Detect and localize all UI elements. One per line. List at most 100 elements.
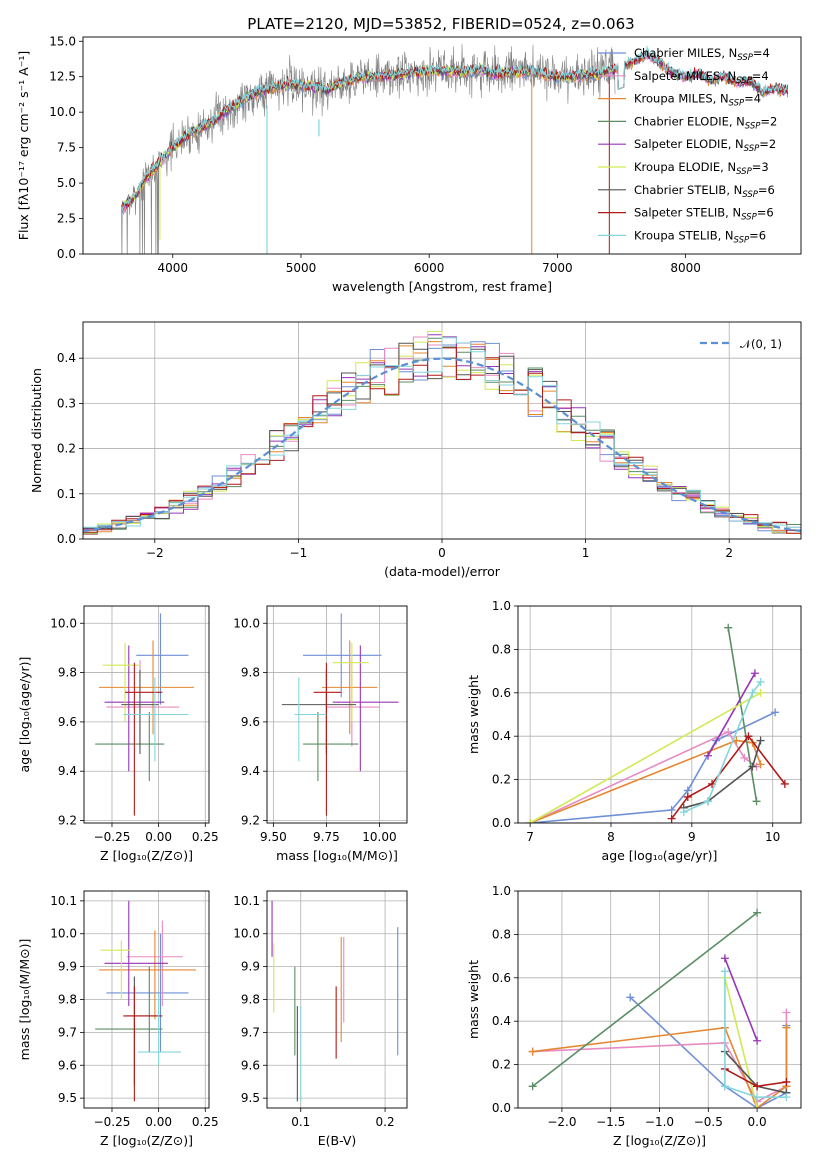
weight-marker [667, 805, 676, 814]
x-tick-label: −1 [290, 546, 308, 560]
plot-area [84, 891, 209, 1108]
weight-marker [752, 797, 761, 806]
x-axis-label: Z [log₁₀(Z/Z⊙)] [100, 1133, 193, 1148]
y-axis-label: Flux [fλ10⁻¹⁷ erg cm⁻² s⁻¹ A⁻¹] [16, 51, 31, 240]
x-tick-label: 0.1 [291, 1115, 310, 1129]
y-tick-label: 5.0 [57, 176, 76, 190]
y-tick-label: 0.2 [492, 773, 511, 787]
weight-marker [756, 688, 765, 697]
weight-marker [753, 1082, 762, 1091]
y-tick-label: 9.6 [58, 1058, 77, 1072]
weight-line [724, 958, 758, 1041]
y-axis-label: Normed distribution [29, 368, 44, 493]
weight-marker [756, 760, 765, 769]
chart-age-vs-mass: 9.50 9.75 10.00 9.2 9.4 9.6 9.8 10.0 mass [log₁₀… [233, 605, 408, 863]
y-tick-label: 9.5 [58, 1091, 77, 1105]
x-tick-label: 7 [526, 830, 534, 844]
legend-entry: Kroupa STELIB, NSSP=6 [634, 228, 766, 245]
x-tick-label: 0.00 [145, 830, 172, 844]
weight-marker [782, 1023, 791, 1032]
weight-line [683, 740, 762, 809]
model-spectrum [121, 45, 788, 211]
y-tick-label: 10.0 [50, 616, 77, 630]
y-tick-label: 0.0 [492, 816, 511, 830]
axes-frame [83, 605, 210, 824]
weight-marker [782, 1008, 791, 1017]
weight-line [683, 681, 762, 813]
axes-frame [266, 605, 408, 824]
chart-residuals: 𝒩(0, 1) −2 −1 0 1 2 0.0 0.1 0.2 0.3 0.4 (data-model… [29, 321, 802, 579]
weight-marker [704, 751, 713, 760]
y-tick-label: 1.0 [492, 884, 511, 898]
y-tick-label: 9.7 [241, 1025, 260, 1039]
y-tick-label: 9.4 [58, 764, 77, 778]
weight-marker [748, 688, 757, 697]
weight-marker [683, 792, 692, 801]
x-axis-label: wavelength [Angstrom, rest frame] [332, 279, 552, 294]
legend-entry: 𝒩(0, 1) [740, 337, 782, 351]
weight-line [529, 692, 761, 823]
legend-entry: Chabrier ELODIE, NSSP=2 [634, 114, 777, 131]
legend-entry: Chabrier MILES, NSSP=4 [634, 46, 770, 63]
weight-line [529, 739, 762, 823]
y-tick-label: 2.5 [57, 212, 76, 226]
plot-area [267, 891, 407, 1108]
y-tick-label: 9.8 [58, 666, 77, 680]
plot-area [518, 606, 801, 823]
y-tick-label: 9.2 [241, 814, 260, 828]
residual-histogram [83, 337, 801, 528]
y-tick-label: 0.2 [492, 1058, 511, 1072]
x-axis-label: (data-model)/error [384, 564, 501, 579]
x-tick-label: 0 [438, 546, 446, 560]
weight-marker [720, 967, 729, 976]
chart-mass-vs-EBV: 0.1 0.2 9.5 9.6 9.7 9.8 9.9 10.0 10.1 E(B-V) [233, 890, 408, 1148]
weight-marker [753, 1104, 762, 1108]
y-tick-label: 10.0 [49, 105, 76, 119]
y-tick-label: 9.6 [241, 1058, 260, 1072]
x-tick-label: 4000 [157, 261, 188, 275]
weight-marker [626, 993, 635, 1002]
y-tick-label: 10.1 [233, 894, 260, 908]
x-axis-label: Z [log₁₀(Z/Z⊙)] [100, 848, 193, 863]
x-tick-label: 1 [582, 546, 590, 560]
weight-marker [720, 954, 729, 963]
y-tick-label: 9.4 [241, 764, 260, 778]
legend: Chabrier MILES, NSSP=4 Salpeter MILES, NS… [598, 46, 777, 245]
chart-mass-vs-Z: −0.25 0.00 0.25 9.5 9.6 9.7 9.8 9.9 10.0 10.1 Z [l… [17, 890, 219, 1148]
y-tick-label: 10.0 [50, 927, 77, 941]
x-axis-label: age [log₁₀(age/yr)] [602, 848, 718, 863]
x-tick-label: 0.2 [376, 1115, 395, 1129]
weight-line [707, 672, 756, 757]
x-tick-label: 8000 [670, 261, 701, 275]
y-tick-label: 0.0 [492, 1101, 511, 1115]
weight-line [532, 912, 758, 1087]
weight-marker [782, 1077, 791, 1086]
x-tick-label: −1.5 [596, 1115, 625, 1129]
y-axis-label: age [log₁₀(age/yr)] [17, 657, 32, 773]
y-axis-label: mass weight [466, 675, 481, 754]
gaussian-curve [83, 357, 801, 533]
x-axis-label: Z [log₁₀(Z/Z⊙)] [613, 1133, 706, 1148]
y-tick-label: 0.8 [492, 927, 511, 941]
y-tick-label: 9.9 [241, 960, 260, 974]
x-tick-label: −1.0 [645, 1115, 674, 1129]
y-tick-label: 0.4 [492, 729, 511, 743]
x-tick-label: −0.25 [94, 1115, 131, 1129]
x-tick-label: 10.00 [362, 830, 396, 844]
plot-area [83, 322, 801, 539]
x-tick-label: −0.25 [94, 830, 131, 844]
weight-marker [753, 1093, 762, 1102]
y-tick-label: 10.0 [233, 927, 260, 941]
y-tick-label: 9.8 [241, 666, 260, 680]
y-tick-label: 9.8 [58, 993, 77, 1007]
weight-line [724, 977, 758, 1108]
x-tick-label: 7000 [542, 261, 573, 275]
chart-weight-vs-Z: −2.0 −1.5 −1.0 −0.5 0.0 0.0 0.2 0.4 0.6 0.8 1.0 Z [… [466, 884, 802, 1148]
plot-area [121, 44, 789, 254]
x-tick-label: 6000 [414, 261, 445, 275]
y-tick-label: 0.0 [57, 532, 76, 546]
x-tick-label: 9 [688, 830, 696, 844]
weight-marker [750, 669, 759, 678]
y-axis-label: mass weight [466, 960, 481, 1039]
y-tick-label: 9.8 [241, 993, 260, 1007]
